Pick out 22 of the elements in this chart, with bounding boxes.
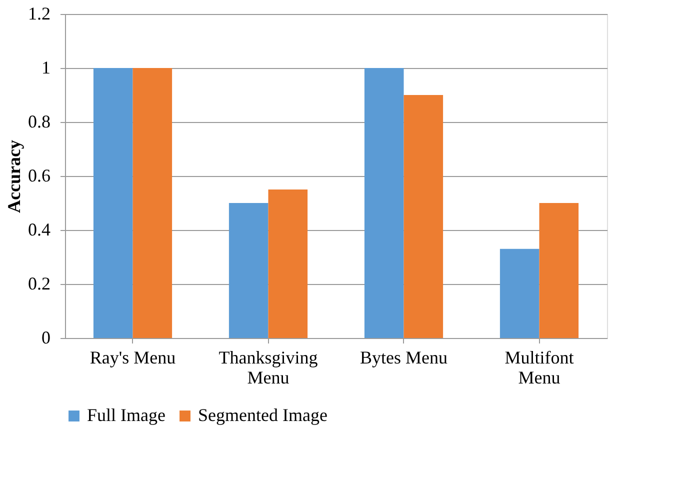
bar [268, 190, 308, 338]
bar [539, 203, 579, 338]
y-tick-label: 1.2 [28, 4, 50, 24]
bar [500, 248, 540, 338]
y-tick-label: 1 [42, 58, 50, 78]
y-axis-title: Accuracy [4, 140, 24, 213]
y-tick-label: 0.8 [28, 112, 50, 132]
y-tick-label: 0.6 [28, 166, 50, 186]
x-tick-label: Bytes Menu [360, 348, 448, 368]
x-tick-label: Ray's Menu [90, 348, 176, 368]
legend-label: Full Image [87, 405, 166, 425]
bar [404, 95, 444, 338]
y-tick-label: 0 [42, 328, 50, 348]
x-tick-label: Thanksgiving Menu [218, 348, 318, 388]
bar [93, 68, 133, 338]
bar [228, 203, 268, 338]
y-tick-label: 0.4 [28, 220, 50, 240]
bar [132, 68, 172, 338]
bar [364, 68, 404, 338]
y-tick-label: 0.2 [28, 274, 50, 294]
x-tick-label: Multifont Menu [504, 348, 574, 388]
legend-label: Segmented Image [198, 405, 328, 425]
